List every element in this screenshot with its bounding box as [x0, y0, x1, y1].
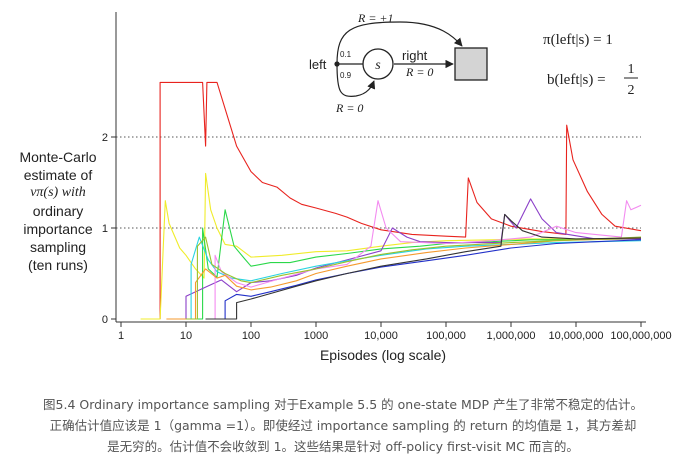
figure: 1 10 100 1000 10,000 100,000 1,000,000 10,000,0… [2, 11, 672, 363]
x-tick-label: 100,000 [426, 330, 466, 342]
caption-line: 图5.4 Ordinary importance sampling 对于Exam… [43, 397, 643, 412]
y-axis-label-line: estimate of [23, 167, 93, 183]
series-line-10 [205, 213, 642, 320]
series-line-9 [186, 236, 642, 320]
state-label: s [375, 58, 381, 73]
arrow-bottom [336, 63, 376, 97]
policy-b-denominator: 2 [628, 83, 635, 98]
reward-right-label: R = 0 [405, 65, 433, 79]
policy-b-numerator: 1 [628, 62, 635, 77]
series-line-8 [166, 237, 642, 320]
reward-bottom-label: R = 0 [335, 101, 363, 115]
series-line-5 [186, 236, 642, 320]
reward-top-label: R = +1 [357, 11, 394, 25]
terminal-node [454, 47, 488, 81]
x-tick-label: 10 [180, 330, 192, 342]
y-axis-label-line: ordinary [32, 203, 84, 219]
y-axis-label-line: Monte-Carlo [19, 149, 97, 165]
arrow-top [336, 21, 463, 65]
series-line-7 [205, 239, 642, 320]
series-line-2 [140, 172, 642, 320]
y-axis-label: Monte-Carlo estimate of vπ(s) with ordin… [2, 148, 114, 274]
action-right-label: right [402, 48, 428, 63]
policy-annotations: π(left|s) = 1 b(left|s) = 1 2 [543, 32, 638, 98]
series-layer [140, 81, 642, 320]
mdp-diagram: s left right 0.1 0.9 R = +1 R = 0 R = 0 [309, 11, 488, 115]
series-line-1 [159, 81, 642, 319]
x-axis-label: Episodes (log scale) [320, 347, 446, 363]
x-tick-label: 1 [118, 330, 124, 342]
figure-caption: 图5.4 Ordinary importance sampling 对于Exam… [10, 394, 676, 457]
y-axis-label-line: sampling [29, 239, 87, 255]
y-axis-label-line: vπ(s) with [30, 185, 86, 200]
ticks-layer: 1 10 100 1000 10,000 100,000 1,000,000 10,000,0… [102, 132, 672, 342]
series-line-3 [175, 209, 642, 320]
chart: 1 10 100 1000 10,000 100,000 1,000,000 10,000,0… [102, 11, 672, 363]
x-tick-label: 10,000 [364, 330, 398, 342]
x-tick-label: 100,000,000 [610, 330, 671, 342]
x-tick-label: 100 [242, 330, 260, 342]
policy-pi: π(left|s) = 1 [543, 32, 613, 48]
y-axis-label-line: importance [23, 221, 93, 237]
x-tick-label: 1,000,000 [487, 330, 536, 342]
caption-line: 正确估计值应该是 1（gamma =1）。即使经过 importance sam… [49, 418, 637, 433]
prob-top-label: 0.1 [340, 50, 352, 59]
prob-bottom-label: 0.9 [340, 71, 352, 80]
reference-lines [116, 136, 641, 229]
action-left-label: left [309, 57, 327, 72]
series-line-6 [205, 200, 642, 320]
policy-b: b(left|s) = [547, 72, 606, 88]
caption-line: 是无穷的。估计值不会收敛到 1。这些结果是针对 off-policy first… [107, 439, 579, 454]
y-tick-label: 2 [102, 132, 108, 144]
x-tick-label: 1000 [304, 330, 328, 342]
series-line-4 [185, 198, 641, 319]
y-tick-label: 0 [102, 314, 108, 326]
y-axis-label-line: (ten runs) [28, 257, 88, 273]
y-tick-label: 1 [102, 223, 108, 235]
x-tick-label: 10,000,000 [548, 330, 603, 342]
